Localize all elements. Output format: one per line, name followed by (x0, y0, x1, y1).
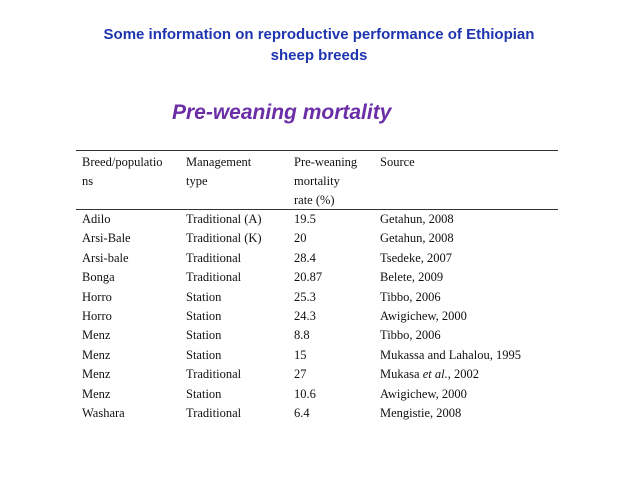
mortality-table: Breed/populatio ns Management type Pre-w… (76, 150, 558, 423)
table-header-row: Breed/populatio ns Management type Pre-w… (76, 151, 558, 209)
cell-source: Belete, 2009 (380, 270, 444, 285)
table-row: Menz Station 8.8 Tibbo, 2006 (76, 326, 558, 345)
cell-source: Tibbo, 2006 (380, 289, 441, 304)
section-subtitle: Pre-weaning mortality (172, 101, 392, 124)
slide-title: Some information on reproductive perform… (40, 24, 598, 66)
cell-management: Station (186, 289, 222, 304)
header-management: Management type (186, 155, 252, 188)
cell-management: Traditional (186, 405, 242, 420)
cell-rate: 20 (294, 231, 307, 246)
table-row: Menz Station 10.6 Awigichew, 2000 (76, 385, 558, 404)
cell-breed: Menz (82, 386, 111, 401)
cell-management: Station (186, 347, 222, 362)
cell-management: Traditional (K) (186, 231, 262, 246)
header-breed: Breed/populatio ns (82, 155, 163, 188)
table-row: Arsi-Bale Traditional (K) 20 Getahun, 2008 (76, 229, 558, 248)
cell-source: Getahun, 2008 (380, 231, 454, 246)
table-header-rule (76, 209, 558, 210)
header-rate: Pre-weaning mortality rate (%) (294, 155, 358, 207)
cell-source: Mukassa and Lahalou, 1995 (380, 347, 521, 362)
cell-rate: 10.6 (294, 386, 316, 401)
cell-rate: 15 (294, 347, 307, 362)
table-row: Arsi-bale Traditional 28.4 Tsedeke, 2007 (76, 249, 558, 268)
cell-source: Awigichew, 2000 (380, 308, 467, 323)
cell-breed: Horro (82, 289, 112, 304)
cell-source: Mengistie, 2008 (380, 405, 462, 420)
cell-rate: 19.5 (294, 212, 316, 226)
cell-breed: Menz (82, 347, 111, 362)
cell-breed: Horro (82, 308, 112, 323)
cell-rate: 6.4 (294, 405, 310, 420)
cell-breed: Menz (82, 328, 111, 343)
cell-breed: Arsi-bale (82, 250, 129, 265)
cell-management: Traditional (186, 250, 242, 265)
slide-title-line-1: Some information on reproductive perform… (103, 26, 535, 43)
cell-management: Traditional (186, 270, 242, 285)
cell-management: Traditional (186, 367, 242, 382)
cell-rate: 28.4 (294, 250, 316, 265)
cell-rate: 8.8 (294, 328, 310, 343)
cell-breed: Menz (82, 367, 111, 382)
cell-source: Tibbo, 2006 (380, 328, 441, 343)
cell-rate: 20.87 (294, 270, 323, 285)
cell-rate: 24.3 (294, 308, 316, 323)
cell-source: Getahun, 2008 (380, 212, 454, 226)
cell-source: Awigichew, 2000 (380, 386, 467, 401)
table-row: Bonga Traditional 20.87 Belete, 2009 (76, 268, 558, 287)
table-row: Washara Traditional 6.4 Mengistie, 2008 (76, 404, 558, 423)
cell-management: Traditional (A) (186, 212, 262, 226)
cell-breed: Bonga (82, 270, 115, 285)
header-source: Source (380, 155, 415, 169)
slide-title-line-2: sheep breeds (270, 47, 368, 64)
cell-source: Mukasa et al., 2002 (380, 367, 479, 382)
table-row: Menz Traditional 27 Mukasa et al., 2002 (76, 365, 558, 384)
cell-management: Station (186, 308, 222, 323)
table-top-rule (76, 150, 558, 151)
table-row: Menz Station 15 Mukassa and Lahalou, 1995 (76, 346, 558, 365)
table-row: Horro Station 25.3 Tibbo, 2006 (76, 288, 558, 307)
cell-rate: 25.3 (294, 289, 316, 304)
cell-source: Tsedeke, 2007 (380, 250, 453, 265)
cell-management: Station (186, 328, 222, 343)
cell-rate: 27 (294, 367, 307, 382)
table-body: Adilo Traditional (A) 19.5 Getahun, 2008 Ars… (76, 210, 558, 423)
cell-breed: Washara (82, 405, 125, 420)
cell-management: Station (186, 386, 222, 401)
cell-breed: Arsi-Bale (82, 231, 131, 246)
table-row: Horro Station 24.3 Awigichew, 2000 (76, 307, 558, 326)
cell-breed: Adilo (82, 212, 111, 226)
table-row: Adilo Traditional (A) 19.5 Getahun, 2008 (76, 210, 558, 229)
